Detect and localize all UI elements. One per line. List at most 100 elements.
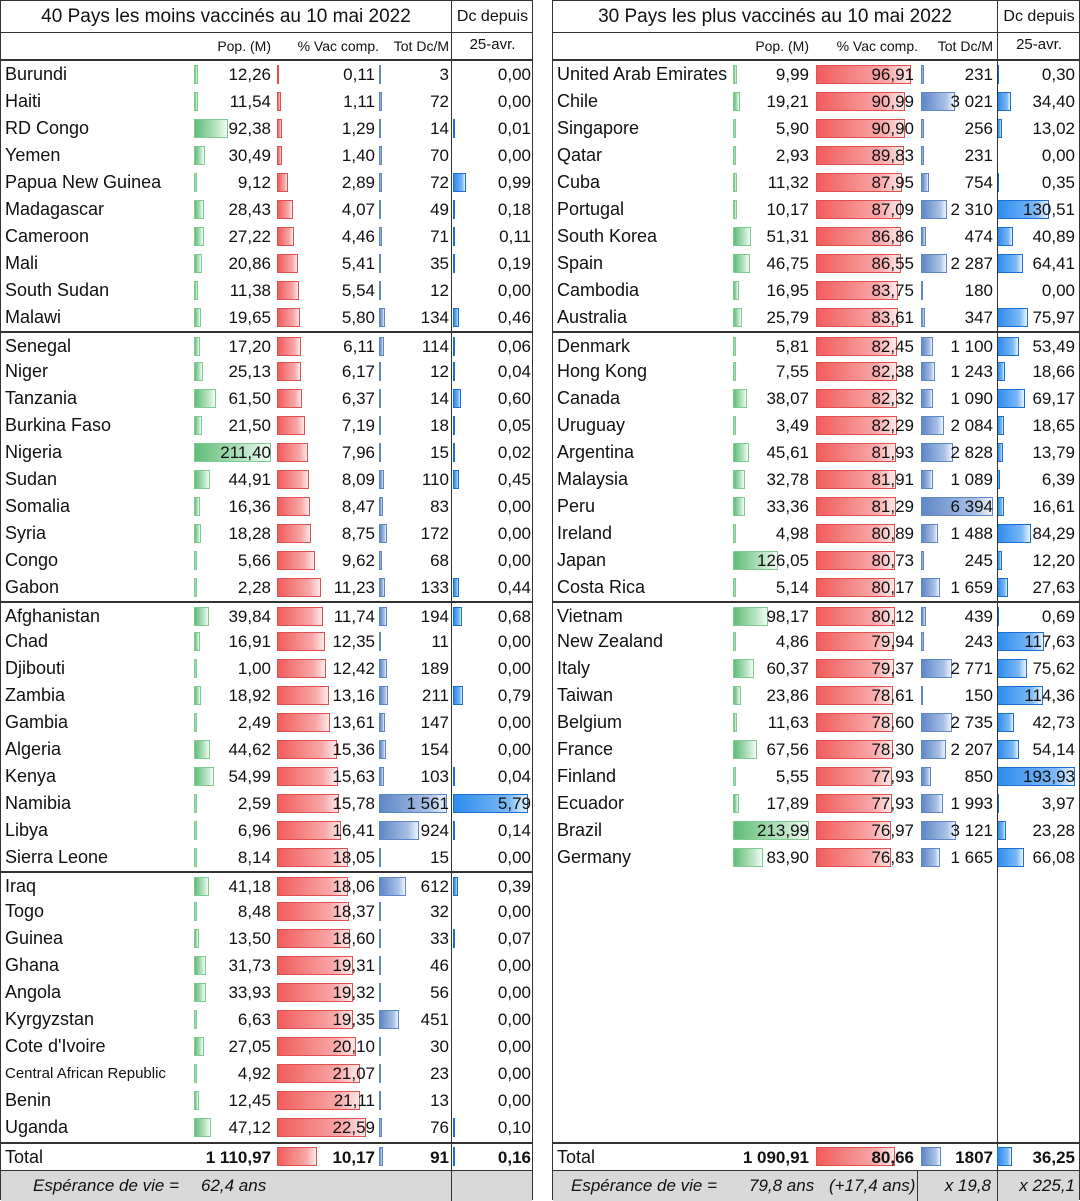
tot-header: Tot Dc/M [393, 38, 449, 54]
country-name: Nigeria [5, 442, 63, 462]
dc-since-bar [453, 1118, 455, 1137]
pop-bar [194, 1064, 197, 1083]
dc-since-value: 84,29 [1032, 524, 1075, 543]
dc-since-value: 42,73 [1032, 713, 1075, 732]
vac-value: 4,07 [341, 200, 375, 219]
vac-bar [277, 389, 302, 408]
deaths-value: 924 [420, 821, 449, 840]
deaths-value: 474 [964, 227, 993, 246]
vac-bar [816, 607, 895, 626]
pop-value: 19,21 [766, 92, 809, 111]
deaths-bar [921, 92, 956, 111]
deaths-value: 11 [431, 632, 449, 651]
column-divider [451, 32, 452, 1171]
table-row: South Korea 51,31 86,86 474 40,89 [553, 223, 1079, 250]
vac-value: 19,31 [332, 956, 375, 975]
vac-bar [816, 551, 896, 570]
table-row: Ecuador 17,89 77,93 1 993 3,97 [553, 790, 1079, 817]
table-row: Chad 16,91 12,35 11 0,00 [1, 628, 532, 655]
vac-value: 82,29 [871, 416, 914, 435]
table-row: Costa Rica 5,14 80,17 1 659 27,63 [553, 574, 1079, 601]
deaths-bar [379, 416, 381, 435]
pop-value: 32,78 [766, 470, 809, 489]
country-name: Tanzania [5, 388, 78, 408]
total-deaths-bar [921, 1147, 942, 1166]
pop-value: 10,17 [766, 200, 809, 219]
vac-bar [816, 794, 893, 813]
dc-since-bar [453, 686, 464, 705]
table-row: Libya 6,96 16,41 924 0,14 [1, 817, 532, 844]
dc-since-value: 0,00 [497, 740, 531, 759]
pop-bar [733, 578, 736, 597]
dc-since-bar [453, 227, 455, 246]
dc-since-value: 0,00 [497, 713, 531, 732]
deaths-bar [379, 362, 381, 381]
deaths-bar [379, 227, 383, 246]
pop-value: 54,99 [228, 767, 271, 786]
title-row: 30 Pays les plus vaccinés au 10 mai 2022… [553, 1, 1079, 33]
dc-since-value: 0,19 [497, 254, 531, 273]
table-row: New Zealand 4,86 79,94 243 117,63 [553, 628, 1079, 655]
pop-value: 83,90 [766, 848, 809, 867]
country-name: Costa Rica [557, 577, 646, 597]
pop-bar [194, 1091, 199, 1110]
dc-since-bar [453, 821, 455, 840]
deaths-bar [379, 254, 381, 273]
vac-bar [277, 227, 295, 246]
pop-value: 16,36 [228, 497, 271, 516]
deaths-bar [921, 632, 924, 651]
deaths-bar [921, 713, 952, 732]
country-name: Senegal [5, 336, 72, 356]
pop-bar [194, 659, 197, 678]
vac-value: 90,90 [871, 119, 914, 138]
pop-bar [733, 146, 736, 165]
vac-bar [816, 443, 897, 462]
pop-bar [733, 713, 738, 732]
vac-value: 89,83 [871, 146, 914, 165]
table-row: Peru 33,36 81,29 6 394 16,61 [553, 493, 1079, 520]
country-name: Ecuador [557, 793, 625, 813]
vac-bar [816, 119, 906, 138]
vac-value: 86,55 [871, 254, 914, 273]
vac-bar [277, 200, 293, 219]
deaths-bar [379, 524, 387, 543]
country-name: Australia [557, 307, 628, 327]
vac-bar [816, 92, 906, 111]
country-name: Peru [557, 496, 596, 516]
pop-value: 51,31 [766, 227, 809, 246]
deaths-bar [379, 173, 383, 192]
country-name: Papua New Guinea [5, 172, 162, 192]
deaths-value: 2 735 [950, 713, 993, 732]
dc-header: 25-avr. [451, 32, 533, 59]
deaths-bar [921, 686, 923, 705]
pop-bar [733, 389, 747, 408]
table-row: Gambia 2,49 13,61 147 0,00 [1, 709, 532, 736]
vac-value: 86,86 [871, 227, 914, 246]
vac-value: 18,60 [332, 929, 375, 948]
dc-since-value: 40,89 [1032, 227, 1075, 246]
pop-bar [194, 497, 200, 516]
dc-since-value: 75,62 [1032, 659, 1075, 678]
pop-bar [733, 65, 737, 84]
dc-since-bar [453, 362, 455, 381]
vac-value: 6,11 [343, 337, 375, 356]
vac-bar [277, 119, 283, 138]
pop-bar [194, 308, 202, 327]
life-divider-dc [997, 1171, 998, 1201]
deaths-bar [921, 200, 947, 219]
dc-since-value: 0,00 [497, 983, 531, 1002]
country-name: South Korea [557, 226, 658, 246]
vac-value: 11,23 [333, 578, 375, 597]
country-name: Niger [5, 361, 49, 381]
pop-value: 61,50 [228, 389, 271, 408]
country-name: Haiti [5, 91, 42, 111]
table-row: RD Congo 92,38 1,29 14 0,01 [1, 115, 532, 142]
vac-value: 19,35 [332, 1010, 375, 1029]
vac-value: 76,97 [871, 821, 914, 840]
deaths-bar [921, 443, 953, 462]
pop-value: 12,45 [228, 1091, 271, 1110]
deaths-bar [379, 713, 386, 732]
country-name: Denmark [557, 336, 631, 356]
pop-value: 5,55 [775, 767, 809, 786]
dc-since-bar [453, 578, 459, 597]
